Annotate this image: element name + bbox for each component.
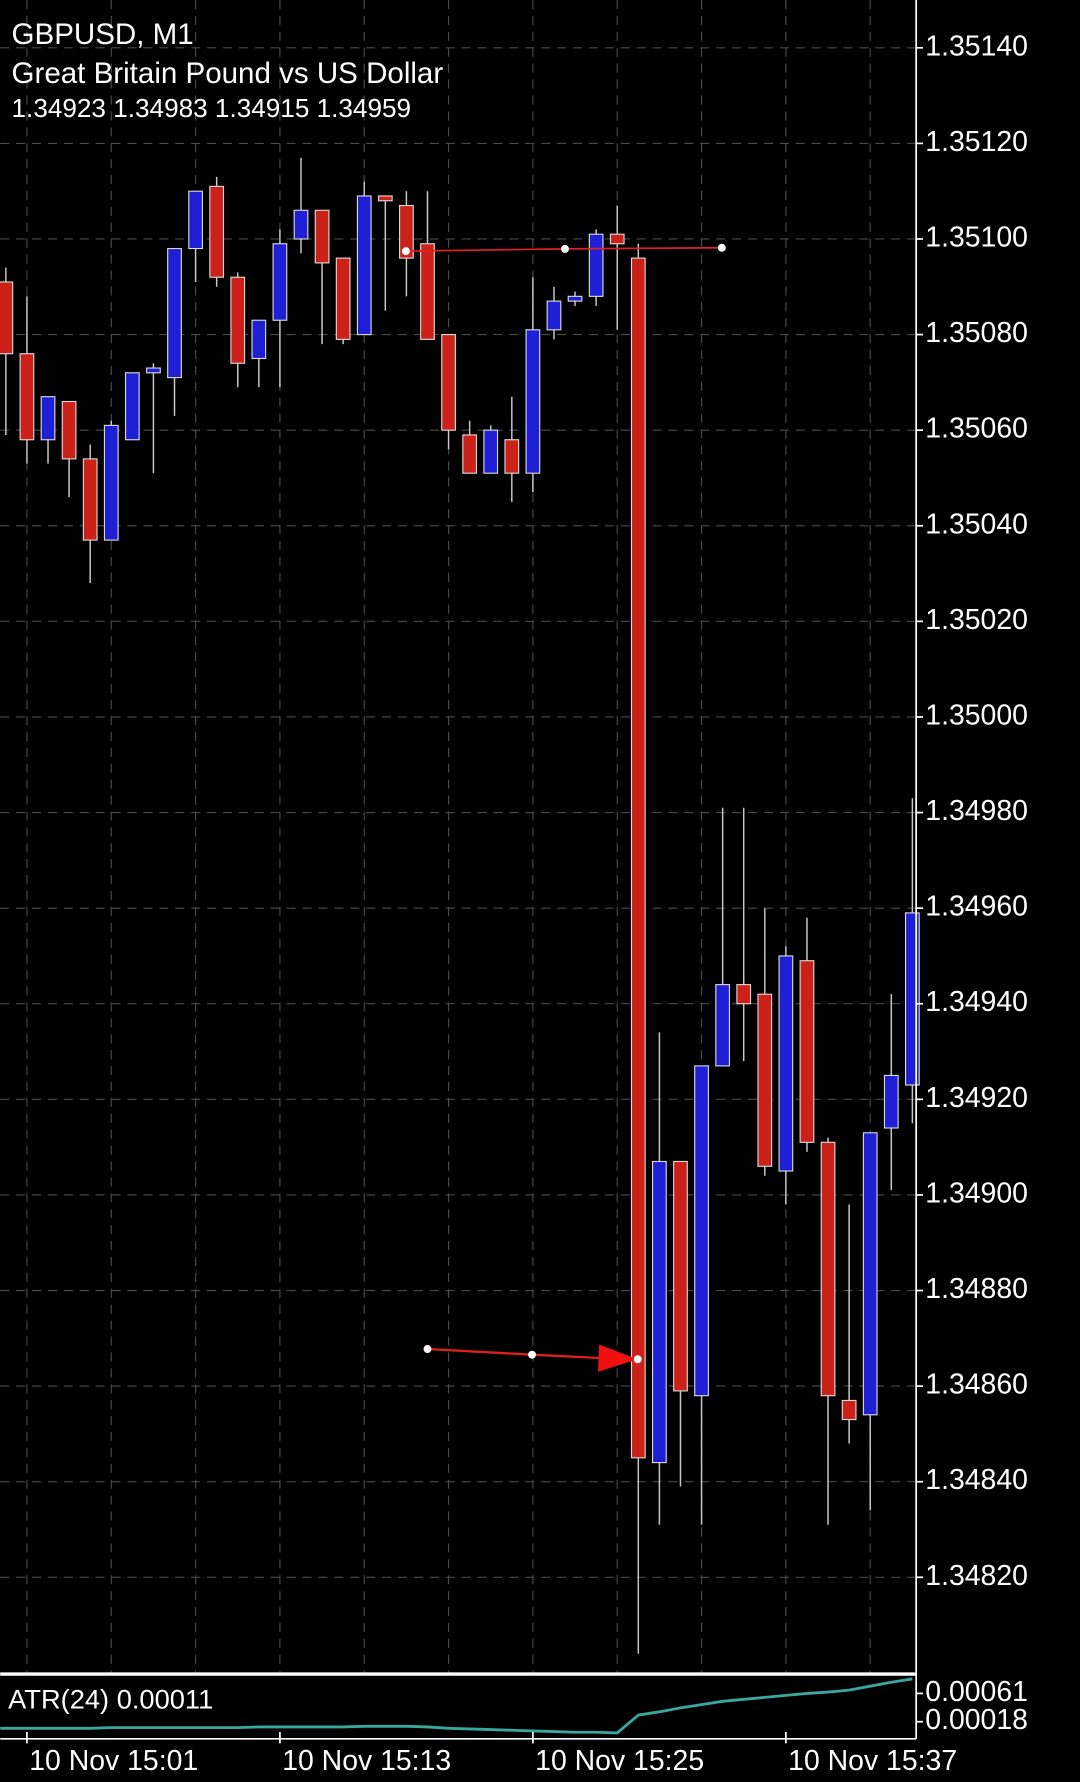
candle-body — [441, 334, 456, 431]
candle-body — [40, 396, 56, 441]
y-tick-label: 1.35000 — [925, 699, 1028, 731]
candle-body — [230, 276, 246, 364]
candle-body — [146, 367, 161, 374]
candle-body — [588, 233, 604, 297]
y-tick-label: 1.35100 — [925, 221, 1028, 253]
candle-body — [630, 257, 646, 1459]
candle-body — [61, 400, 77, 460]
y-tick-label: 1.34860 — [925, 1369, 1028, 1401]
candle-body — [841, 1399, 857, 1421]
y2-tick-label: 0.00061 — [925, 1676, 1028, 1708]
y-tick-label: 1.34940 — [925, 986, 1028, 1018]
candle-body — [546, 300, 562, 331]
candle-body — [694, 1065, 709, 1397]
candle-body — [335, 257, 351, 340]
candle-body — [757, 993, 773, 1167]
candle-body — [883, 1074, 899, 1129]
y-tick-label: 1.34840 — [925, 1464, 1028, 1496]
candle-body — [862, 1132, 878, 1416]
candle-body — [483, 429, 499, 474]
y-tick-label: 1.35020 — [925, 604, 1028, 636]
candle-body — [19, 353, 35, 441]
candle-body — [673, 1160, 688, 1392]
candle-body — [567, 295, 583, 302]
indicator-label: ATR(24) 0.00011 — [8, 1684, 213, 1715]
candle-body — [188, 190, 203, 250]
x-tick-label: 10 Nov 15:37 — [788, 1745, 957, 1777]
x-tick-label: 10 Nov 15:25 — [535, 1745, 704, 1777]
y-tick-label: 1.35140 — [925, 30, 1028, 62]
y-tick-label: 1.34980 — [925, 795, 1028, 827]
y-tick-label: 1.34900 — [925, 1177, 1028, 1209]
candle-body — [377, 195, 393, 202]
candle-body — [251, 319, 267, 360]
y-tick-label: 1.34960 — [925, 891, 1028, 923]
y-tick-label: 1.34920 — [925, 1082, 1028, 1114]
candle-body — [209, 185, 225, 278]
candle-body — [609, 233, 625, 245]
y-tick-label: 1.35120 — [925, 126, 1028, 158]
candle-body — [420, 243, 435, 340]
candle-body — [356, 195, 372, 336]
y-tick-label: 1.34880 — [925, 1273, 1028, 1305]
candle-body — [904, 912, 920, 1086]
candle-body — [82, 458, 98, 541]
candle-body — [0, 281, 14, 355]
chart-title: GBPUSD, M1 — [12, 18, 194, 51]
candle-body — [103, 424, 119, 541]
candle-body — [778, 955, 794, 1172]
y2-tick-label: 0.00018 — [925, 1704, 1028, 1736]
candles — [0, 157, 920, 1654]
y-tick-label: 1.35060 — [925, 413, 1028, 445]
y-tick-label: 1.34820 — [925, 1560, 1028, 1592]
candle-body — [736, 984, 752, 1005]
candle-body — [399, 204, 414, 259]
candle-body — [652, 1160, 667, 1464]
candle-body — [820, 1141, 836, 1397]
y-tick-label: 1.35080 — [925, 317, 1028, 349]
candle-body — [314, 209, 330, 264]
trend-line — [401, 243, 726, 256]
candle-body — [167, 247, 182, 379]
candle-body — [462, 434, 478, 474]
indicator-line — [0, 1677, 913, 1735]
candle-body — [525, 329, 541, 474]
candle-body — [293, 209, 309, 240]
candle-body — [272, 243, 288, 321]
candle-body — [715, 984, 731, 1067]
candle-body — [124, 372, 140, 441]
y-tick-label: 1.35040 — [925, 508, 1028, 540]
chart-subtitle: Great Britain Pound vs US Dollar — [12, 57, 444, 90]
ohlc-label: 1.34923 1.34983 1.34915 1.34959 — [12, 93, 412, 123]
candle-body — [799, 960, 815, 1143]
candle-body — [504, 439, 520, 474]
arrow-line — [423, 1344, 642, 1372]
x-tick-label: 10 Nov 15:13 — [282, 1745, 451, 1777]
x-tick-label: 10 Nov 15:01 — [29, 1745, 198, 1777]
